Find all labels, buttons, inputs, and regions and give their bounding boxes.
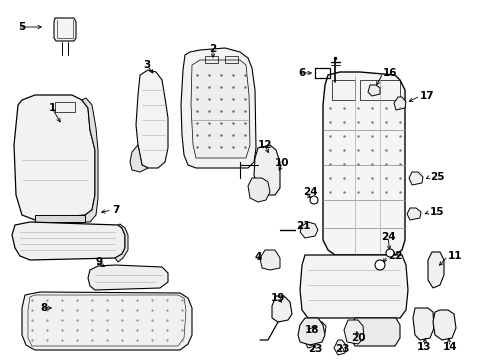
Polygon shape [130, 145, 148, 172]
Text: 23: 23 [335, 344, 349, 354]
Text: 8: 8 [40, 303, 47, 313]
Text: 20: 20 [351, 333, 365, 343]
Polygon shape [368, 85, 380, 96]
Text: 23: 23 [308, 344, 322, 354]
Polygon shape [394, 97, 406, 110]
Polygon shape [300, 222, 318, 238]
Polygon shape [272, 296, 292, 322]
Polygon shape [407, 208, 421, 220]
Text: 25: 25 [430, 172, 444, 182]
Text: 15: 15 [430, 207, 444, 217]
Text: 6: 6 [298, 68, 305, 78]
Polygon shape [12, 222, 125, 260]
Polygon shape [428, 252, 444, 288]
Text: 19: 19 [271, 293, 285, 303]
Polygon shape [323, 72, 405, 255]
Polygon shape [248, 178, 270, 202]
Circle shape [310, 196, 318, 204]
Polygon shape [433, 310, 456, 340]
Polygon shape [115, 224, 128, 262]
Polygon shape [82, 98, 98, 222]
Text: 24: 24 [303, 187, 318, 197]
Circle shape [386, 249, 394, 257]
Polygon shape [298, 318, 325, 345]
Polygon shape [136, 70, 168, 168]
Text: 14: 14 [442, 342, 457, 352]
Text: 17: 17 [420, 91, 435, 101]
Circle shape [375, 260, 385, 270]
Polygon shape [300, 255, 408, 318]
Polygon shape [305, 335, 316, 348]
Text: 1: 1 [49, 103, 56, 113]
Text: 13: 13 [417, 342, 431, 352]
Polygon shape [22, 292, 192, 350]
Polygon shape [191, 60, 250, 158]
Polygon shape [181, 48, 256, 168]
Text: 3: 3 [144, 60, 150, 70]
Text: 24: 24 [381, 232, 395, 242]
Polygon shape [334, 340, 346, 355]
Polygon shape [14, 95, 95, 220]
Text: 7: 7 [112, 205, 120, 215]
Polygon shape [315, 322, 326, 334]
Text: 22: 22 [388, 251, 402, 261]
Polygon shape [413, 308, 434, 340]
Text: 10: 10 [275, 158, 289, 168]
Polygon shape [54, 18, 76, 41]
Polygon shape [409, 172, 423, 185]
Text: 18: 18 [305, 325, 319, 335]
Polygon shape [35, 215, 85, 222]
Text: 21: 21 [296, 221, 311, 231]
Text: 2: 2 [209, 44, 217, 54]
Text: 9: 9 [95, 257, 102, 267]
Polygon shape [88, 265, 168, 290]
Text: 11: 11 [448, 251, 463, 261]
Text: 12: 12 [258, 140, 272, 150]
Text: 5: 5 [18, 22, 25, 32]
Polygon shape [260, 250, 280, 270]
Polygon shape [350, 318, 400, 346]
Text: 4: 4 [254, 252, 261, 262]
Polygon shape [254, 145, 280, 195]
Polygon shape [344, 320, 364, 344]
Text: 16: 16 [383, 68, 397, 78]
